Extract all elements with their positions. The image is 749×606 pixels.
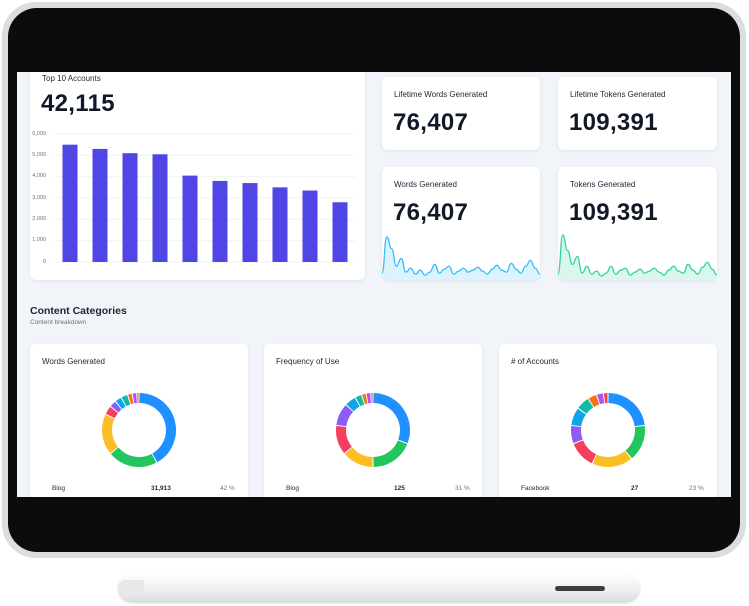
donut-slice[interactable] [336, 405, 354, 427]
donut-slice[interactable] [110, 447, 157, 467]
bar[interactable] [332, 202, 348, 262]
stylus-pencil [118, 574, 640, 602]
donut-slice[interactable] [110, 401, 122, 413]
donut-slice[interactable] [373, 393, 410, 444]
donut-slice[interactable] [597, 393, 605, 405]
words-donut-chart [102, 393, 176, 467]
bar[interactable] [62, 144, 78, 262]
bar[interactable] [152, 154, 168, 262]
donut-slice[interactable] [121, 394, 131, 407]
lifetime-tokens-title: Lifetime Tokens Generated [570, 90, 666, 99]
words-sparkline [382, 236, 540, 280]
donut-slice[interactable] [105, 406, 119, 419]
y-tick-label: 2,000 [32, 215, 46, 222]
lifetime-tokens-card: Lifetime Tokens Generated 109,391 [558, 77, 717, 150]
lifetime-words-value: 76,407 [393, 109, 469, 136]
bar[interactable] [302, 190, 318, 262]
words-generated-title: Words Generated [394, 180, 457, 189]
sparkline-line [382, 236, 540, 276]
donut-slice[interactable] [573, 440, 597, 464]
words-generated-card: Words Generated 76,407 [382, 167, 540, 280]
bar[interactable] [272, 187, 288, 262]
donut-slice[interactable] [115, 397, 126, 409]
tokens-generated-value: 109,391 [569, 199, 658, 226]
content-card-title: Frequency of Use [276, 357, 340, 366]
tokens-generated-card: Tokens Generated 109,391 [558, 167, 717, 280]
category-value: 31,913 [151, 485, 171, 492]
top-accounts-title: Top 10 Accounts [42, 74, 101, 83]
dashboard-screen: Top 10 Accounts 42,115 6,000 5,000 4,000 3,… [17, 72, 731, 497]
content-card-title: # of Accounts [511, 357, 560, 366]
category-percent: 42 % [220, 485, 235, 492]
content-card-accounts: # of Accounts Facebook 27 23 % [499, 344, 717, 497]
lifetime-tokens-value: 109,391 [569, 109, 658, 136]
y-tick-label: 6,000 [32, 130, 46, 137]
donut-slice[interactable] [344, 447, 373, 467]
bar[interactable] [212, 180, 228, 262]
accounts-donut-chart [571, 393, 645, 467]
content-card-title: Words Generated [42, 357, 105, 366]
y-tick-label: 1,000 [32, 237, 46, 244]
donut-slice[interactable] [346, 397, 360, 412]
donut-slice[interactable] [588, 394, 600, 408]
donut-slice[interactable] [102, 414, 119, 454]
lifetime-words-title: Lifetime Words Generated [394, 90, 488, 99]
sparkline-line [558, 234, 717, 277]
content-categories-title: Content Categories [30, 305, 127, 317]
category-percent: 31 % [455, 485, 470, 492]
donut-slice[interactable] [139, 393, 176, 463]
category-label: Facebook [521, 485, 550, 492]
donut-slice[interactable] [336, 425, 353, 454]
sparkline-area [382, 236, 540, 280]
donut-slice[interactable] [625, 425, 645, 459]
bar[interactable] [182, 175, 198, 262]
top-accounts-total: 42,115 [41, 90, 115, 117]
category-label: Blog [286, 485, 300, 492]
donut-slice[interactable] [578, 399, 594, 414]
category-value: 27 [631, 485, 639, 492]
bar[interactable] [242, 183, 258, 262]
category-percent: 23 % [689, 485, 704, 492]
donut-slice[interactable] [571, 408, 587, 427]
bar-chart [55, 133, 355, 263]
stylus-tip [118, 580, 144, 596]
donut-slice[interactable] [592, 450, 632, 467]
y-tick-label: 5,000 [32, 151, 46, 158]
bar[interactable] [122, 153, 138, 262]
content-categories-subtitle: Content breakdown [30, 319, 87, 326]
y-tick-label: 0 [42, 258, 46, 265]
y-tick-label: 4,000 [32, 173, 46, 180]
donut-slice[interactable] [362, 393, 368, 405]
words-generated-value: 76,407 [393, 199, 469, 226]
y-tick-label: 3,000 [32, 194, 46, 201]
donut-slice[interactable] [571, 425, 583, 444]
donut-slice[interactable] [355, 394, 365, 407]
donut-slice[interactable] [373, 440, 408, 467]
category-label: Blog [52, 485, 66, 492]
content-card-words: Words Generated Blog 31,913 42 % [30, 344, 248, 497]
category-value: 125 [394, 485, 405, 492]
lifetime-words-card: Lifetime Words Generated 76,407 [382, 77, 540, 150]
content-card-frequency: Frequency of Use Blog 125 31 % [264, 344, 482, 497]
donut-slice[interactable] [128, 393, 134, 405]
tokens-sparkline [558, 234, 717, 280]
stylus-band [555, 586, 605, 591]
frequency-donut-chart [336, 393, 410, 467]
top-accounts-card: Top 10 Accounts 42,115 6,000 5,000 4,000 3,… [30, 72, 365, 280]
bar[interactable] [92, 148, 108, 262]
donut-slice[interactable] [608, 393, 645, 427]
tokens-generated-title: Tokens Generated [570, 180, 636, 189]
